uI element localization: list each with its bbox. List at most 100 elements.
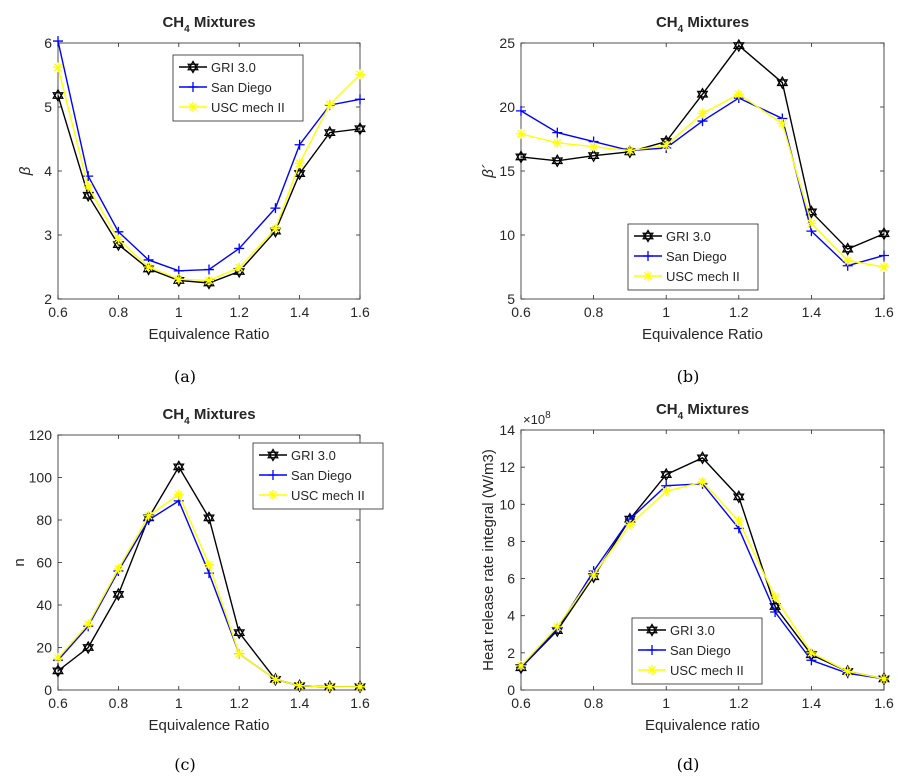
series-line-1 xyxy=(520,44,885,250)
data-point-series-1 xyxy=(696,451,709,465)
y-exponent-base: ×10 xyxy=(523,412,545,427)
data-point-series-1 xyxy=(323,125,336,140)
x-tick-label: 1.4 xyxy=(290,304,310,320)
panel-caption: (a) xyxy=(174,367,196,386)
chart-title-rest: Mixtures xyxy=(190,406,256,423)
chart-title-main: CH xyxy=(162,14,184,31)
data-point-series-3 xyxy=(204,559,214,570)
data-point-series-3 xyxy=(143,262,154,272)
data-point-series-2 xyxy=(53,36,63,47)
legend-label: GRI 3.0 xyxy=(666,229,711,244)
data-point-series-1 xyxy=(732,490,745,504)
x-tick-label: 0.6 xyxy=(511,695,531,711)
y-tick-label: 3 xyxy=(44,227,52,243)
x-tick-label: 1 xyxy=(175,695,183,711)
data-point-series-3 xyxy=(294,680,305,691)
panel-caption: (c) xyxy=(174,755,195,774)
x-tick-label: 1.2 xyxy=(229,304,249,320)
chart-title-main: CH xyxy=(162,406,184,423)
y-exponent-power: 8 xyxy=(545,410,551,421)
legend-label: San Diego xyxy=(291,468,352,483)
y-axis-label: n xyxy=(11,558,28,566)
data-point-series-1 xyxy=(233,625,246,640)
data-point-series-3 xyxy=(733,516,744,526)
legend-label: San Diego xyxy=(666,249,727,264)
chart-panel-2: 0.6 0.8 1 1.2 1.4 1.6 5 10 15 20 25 CH4 Mixtures Equ… xyxy=(480,14,894,386)
y-tick-label: 6 xyxy=(507,571,515,587)
data-point-series-1 xyxy=(515,150,527,164)
x-axis-label: Equivalence ratio xyxy=(645,717,760,734)
data-point-series-3 xyxy=(113,234,124,245)
y-tick-label: 5 xyxy=(507,291,515,307)
legend-swatch-marker xyxy=(188,102,198,112)
y-tick-label: 8 xyxy=(507,533,515,549)
y-tick-label: 60 xyxy=(36,555,52,571)
legend-box xyxy=(252,442,384,510)
legend-swatch-marker xyxy=(647,665,657,675)
y-tick-label: 4 xyxy=(507,608,515,624)
data-point-series-3 xyxy=(624,145,635,156)
x-tick-label: 0.8 xyxy=(584,695,604,711)
legend-label: San Diego xyxy=(670,643,731,658)
data-point-series-3 xyxy=(270,223,281,234)
data-point-series-3 xyxy=(204,275,214,286)
x-axis-label: Equivalence Ratio xyxy=(149,717,270,734)
legend-swatch-marker xyxy=(643,271,653,281)
x-tick-label: 1.6 xyxy=(350,304,370,320)
x-tick-label: 1.6 xyxy=(874,304,894,320)
data-point-series-3 xyxy=(879,262,889,272)
chart-title-main: CH xyxy=(656,401,678,418)
data-point-series-3 xyxy=(661,486,672,497)
data-point-series-3 xyxy=(173,274,184,285)
x-tick-label: 0.6 xyxy=(511,304,531,320)
data-point-series-3 xyxy=(355,681,365,692)
y-tick-label: 6 xyxy=(44,35,52,51)
y-axis-label: Heat release rate integral (W/m3) xyxy=(480,449,497,671)
data-point-series-3 xyxy=(842,255,853,266)
x-tick-label: 1.6 xyxy=(350,695,370,711)
chart-title: CH4 Mixtures xyxy=(656,14,749,35)
y-tick-label: 20 xyxy=(499,99,515,115)
x-tick-label: 0.8 xyxy=(109,304,129,320)
chart-title-subscript: 4 xyxy=(678,411,684,422)
data-point-series-1 xyxy=(52,664,64,678)
x-tick-label: 1.6 xyxy=(874,695,894,711)
x-tick-label: 0.6 xyxy=(48,695,68,711)
y-tick-label: 12 xyxy=(499,459,515,475)
chart-title-subscript: 4 xyxy=(678,24,684,35)
legend-label: GRI 3.0 xyxy=(211,60,256,75)
data-point-series-3 xyxy=(806,218,817,229)
x-tick-label: 1.2 xyxy=(729,695,749,711)
chart-title: CH4 Mixtures xyxy=(162,14,255,35)
data-point-series-3 xyxy=(53,653,63,664)
legend-box xyxy=(631,617,763,685)
x-tick-label: 1.4 xyxy=(290,695,310,711)
legend-swatch-marker xyxy=(642,229,654,243)
data-point-series-2 xyxy=(234,243,245,254)
legend-swatch-marker xyxy=(187,60,199,74)
panel-caption: (b) xyxy=(677,367,700,386)
data-point-series-3 xyxy=(355,69,365,80)
data-point-series-3 xyxy=(552,137,563,148)
data-point-series-3 xyxy=(552,621,563,632)
legend-label: GRI 3.0 xyxy=(670,623,715,638)
y-tick-label: 10 xyxy=(499,496,515,512)
chart-title: CH4 Mixtures xyxy=(656,401,749,422)
legend-swatch-marker xyxy=(268,470,278,480)
y-tick-label: 80 xyxy=(36,512,52,528)
data-point-series-2 xyxy=(516,105,526,116)
x-tick-label: 0.6 xyxy=(48,304,68,320)
data-point-series-3 xyxy=(697,477,708,487)
legend-box xyxy=(172,54,304,122)
data-point-series-1 xyxy=(732,38,745,53)
legend-swatch-marker xyxy=(643,251,653,261)
series-line-1 xyxy=(520,457,885,680)
x-tick-label: 0.8 xyxy=(584,304,604,320)
data-point-series-2 xyxy=(552,127,563,138)
x-tick-label: 0.8 xyxy=(109,695,129,711)
legend-label: USC mech II xyxy=(666,269,740,284)
data-point-series-3 xyxy=(770,592,781,603)
legend-swatch-marker xyxy=(267,448,279,462)
